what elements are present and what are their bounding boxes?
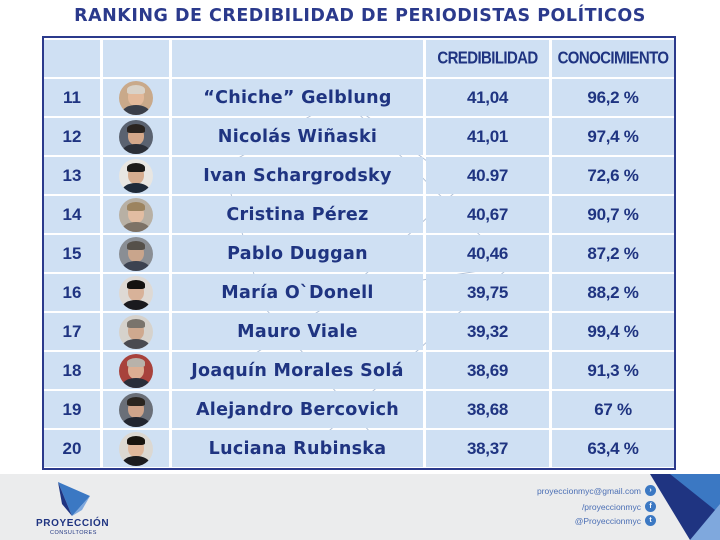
name-cell: Alejandro Bercovich (172, 391, 423, 428)
photo-cell (103, 274, 169, 311)
credibilidad-cell: 38,68 (426, 391, 549, 428)
header-photo-cell (103, 40, 169, 77)
avatar (119, 275, 153, 310)
rank-cell: 20 (44, 430, 100, 467)
conocimiento-cell: 72,6 % (552, 157, 674, 194)
avatar (119, 392, 153, 427)
photo-cell (103, 235, 169, 272)
rank-cell: 19 (44, 391, 100, 428)
credibilidad-cell: 38,37 (426, 430, 549, 467)
avatar (119, 119, 153, 154)
rank-cell: 13 (44, 157, 100, 194)
brand-subtitle: CONSULTORES (50, 530, 97, 536)
facebook-icon: f (645, 501, 656, 512)
credibilidad-cell: 40.97 (426, 157, 549, 194)
photo-cell (103, 196, 169, 233)
ranking-table: CREDIBILIDAD CONOCIMIENTO 11 “Chiche” Ge… (42, 36, 676, 470)
credibilidad-cell: 39,32 (426, 313, 549, 350)
conocimiento-cell: 63,4 % (552, 430, 674, 467)
footer: PROYECCIÓN CONSULTORES proyeccionmyc@gma… (0, 474, 720, 540)
rank-cell: 14 (44, 196, 100, 233)
credibilidad-cell: 38,69 (426, 352, 549, 389)
brand-name: PROYECCIÓN (36, 518, 110, 529)
conocimiento-cell: 88,2 % (552, 274, 674, 311)
conocimiento-cell: 67 % (552, 391, 674, 428)
table-row: 12 Nicolás Wiñaski 41,01 97,4 % (44, 118, 674, 155)
conocimiento-cell: 87,2 % (552, 235, 674, 272)
rank-cell: 15 (44, 235, 100, 272)
table-row: 19 Alejandro Bercovich 38,68 67 % (44, 391, 674, 428)
avatar (119, 353, 153, 388)
name-cell: Pablo Duggan (172, 235, 423, 272)
credibilidad-cell: 41,04 (426, 79, 549, 116)
table-row: 17 Mauro Viale 39,32 99,4 % (44, 313, 674, 350)
table-row: 18 Joaquín Morales Solá 38,69 91,3 % (44, 352, 674, 389)
name-cell: Luciana Rubinska (172, 430, 423, 467)
rank-cell: 11 (44, 79, 100, 116)
name-cell: Mauro Viale (172, 313, 423, 350)
email-text: proyeccionmyc@gmail.com (536, 485, 641, 496)
contact-facebook[interactable]: /proyeccionmyc f (582, 501, 656, 512)
table-row: 20 Luciana Rubinska 38,37 63,4 % (44, 430, 674, 467)
table-row: 13 Ivan Schargrodsky 40.97 72,6 % (44, 157, 674, 194)
header-name-cell (172, 40, 423, 77)
rank-cell: 17 (44, 313, 100, 350)
avatar (119, 80, 153, 115)
photo-cell (103, 352, 169, 389)
contact-email[interactable]: proyeccionmyc@gmail.com › (537, 485, 656, 496)
table-row: 16 María O`Donell 39,75 88,2 % (44, 274, 674, 311)
facebook-text: /proyeccionmyc (581, 501, 641, 512)
header-conocimiento: CONOCIMIENTO (557, 48, 669, 69)
avatar (119, 197, 153, 232)
rank-cell: 18 (44, 352, 100, 389)
conocimiento-cell: 97,4 % (552, 118, 674, 155)
corner-decoration (650, 474, 720, 540)
rank-cell: 12 (44, 118, 100, 155)
header-credibilidad: CREDIBILIDAD (437, 48, 538, 69)
conocimiento-cell: 90,7 % (552, 196, 674, 233)
photo-cell (103, 391, 169, 428)
conocimiento-cell: 91,3 % (552, 352, 674, 389)
arrow-right-icon: › (645, 485, 656, 496)
avatar (119, 236, 153, 271)
conocimiento-cell: 96,2 % (552, 79, 674, 116)
name-cell: Nicolás Wiñaski (172, 118, 423, 155)
name-cell: Joaquín Morales Solá (172, 352, 423, 389)
credibilidad-cell: 40,46 (426, 235, 549, 272)
rank-cell: 16 (44, 274, 100, 311)
avatar (119, 158, 153, 193)
credibilidad-cell: 41,01 (426, 118, 549, 155)
proyeccion-logo-icon (58, 482, 90, 516)
conocimiento-cell: 99,4 % (552, 313, 674, 350)
contact-twitter[interactable]: @Proyeccionmyc t (575, 515, 656, 526)
photo-cell (103, 157, 169, 194)
photo-cell (103, 118, 169, 155)
header-row: CREDIBILIDAD CONOCIMIENTO (44, 40, 674, 77)
name-cell: Cristina Pérez (172, 196, 423, 233)
twitter-icon: t (645, 515, 656, 526)
table-row: 15 Pablo Duggan 40,46 87,2 % (44, 235, 674, 272)
table-row: 14 Cristina Pérez 40,67 90,7 % (44, 196, 674, 233)
header-rank-cell (44, 40, 100, 77)
avatar (119, 431, 153, 466)
credibilidad-cell: 40,67 (426, 196, 549, 233)
header-credibilidad-cell: CREDIBILIDAD (426, 40, 549, 77)
credibilidad-cell: 39,75 (426, 274, 549, 311)
name-cell: “Chiche” Gelblung (172, 79, 423, 116)
photo-cell (103, 79, 169, 116)
avatar (119, 314, 153, 349)
photo-cell (103, 430, 169, 467)
twitter-text: @Proyeccionmyc (574, 515, 641, 526)
name-cell: María O`Donell (172, 274, 423, 311)
page-title: RANKING DE CREDIBILIDAD DE PERIODISTAS P… (74, 6, 646, 26)
table-row: 11 “Chiche” Gelblung 41,04 96,2 % (44, 79, 674, 116)
name-cell: Ivan Schargrodsky (172, 157, 423, 194)
header-conocimiento-cell: CONOCIMIENTO (552, 40, 674, 77)
photo-cell (103, 313, 169, 350)
